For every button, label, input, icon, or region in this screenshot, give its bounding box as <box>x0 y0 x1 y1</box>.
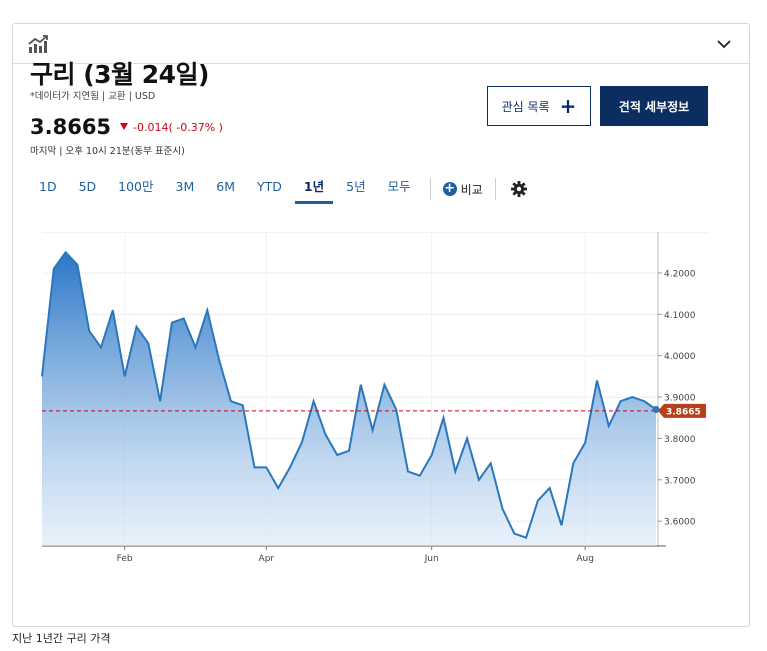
y-tick-label: 3.7000 <box>664 476 696 486</box>
range-tab-1d[interactable]: 1D <box>39 179 57 194</box>
range-tab-ytd[interactable]: YTD <box>257 179 282 194</box>
range-tab-5d[interactable]: 5D <box>78 179 97 194</box>
range-tab-1y[interactable]: 1년 <box>294 174 334 204</box>
chart-caption: 지난 1년간 구리 가격 <box>12 632 111 645</box>
price-chart[interactable]: 3.6000 3.7000 3.8000 3.9000 4.0000 4.1000 4.20… <box>28 232 708 570</box>
page-title: 구리 (3월 24일) <box>30 60 209 89</box>
plus-icon: + <box>559 94 577 118</box>
range-tab-1m[interactable]: 100만 <box>118 179 154 194</box>
range-tab-all[interactable]: 모두 <box>387 179 411 194</box>
add-circle-icon: + <box>442 181 457 196</box>
x-tick-label: Aug <box>576 554 594 564</box>
y-tick-label: 3.6000 <box>664 518 696 528</box>
x-tick-label: Jun <box>424 554 439 564</box>
quote-details-button[interactable]: 견적 세부정보 <box>600 86 708 126</box>
card-header <box>13 24 749 64</box>
last-point <box>652 405 660 413</box>
range-tabs: 1D 5D 100만 3M 6M YTD 1년 5년 모두 + 비교 <box>30 174 528 204</box>
data-source-note: *데이터가 지연됨 | 교환 | USD <box>30 91 156 102</box>
price-change: -0.014( -0.37% ) <box>120 121 223 134</box>
price-area <box>42 252 656 547</box>
y-tick-label: 4.2000 <box>664 269 696 279</box>
price-change-value: -0.014( -0.37% ) <box>133 121 223 134</box>
price-tag-label: 3.8665 <box>666 407 701 417</box>
price-tag-bg <box>658 403 706 418</box>
chevron-down-icon[interactable] <box>715 35 733 53</box>
y-tick-label: 3.8000 <box>664 435 696 445</box>
x-tick-label: Apr <box>259 554 275 564</box>
y-tick-label: 3.9000 <box>664 394 696 404</box>
y-tick-label: 4.1000 <box>664 311 696 321</box>
watchlist-label: 관심 목록 <box>501 99 550 114</box>
y-tick-label: 4.0000 <box>664 352 696 362</box>
x-tick-label: Feb <box>117 554 133 564</box>
range-tab-3m[interactable]: 3M <box>175 179 195 194</box>
add-to-watchlist-button[interactable]: 관심 목록 + <box>487 86 591 126</box>
last-update-time: 마지막 | 오후 10시 21분(동부 표준시) <box>30 146 185 157</box>
compare-label: 비교 <box>460 182 483 197</box>
compare-button[interactable]: + 비교 <box>437 181 489 198</box>
bar-chart-trend-icon <box>28 35 48 53</box>
price-line <box>41 250 657 539</box>
gear-icon[interactable] <box>510 180 528 198</box>
down-arrow-icon <box>120 123 128 130</box>
range-tab-6m[interactable]: 6M <box>216 179 236 194</box>
divider <box>429 178 431 200</box>
divider <box>494 178 496 200</box>
current-price: 3.8665 <box>30 115 112 139</box>
range-tab-5y[interactable]: 5년 <box>346 179 366 194</box>
